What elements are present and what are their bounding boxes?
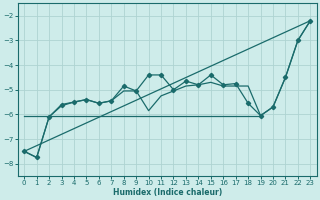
X-axis label: Humidex (Indice chaleur): Humidex (Indice chaleur) xyxy=(113,188,222,197)
